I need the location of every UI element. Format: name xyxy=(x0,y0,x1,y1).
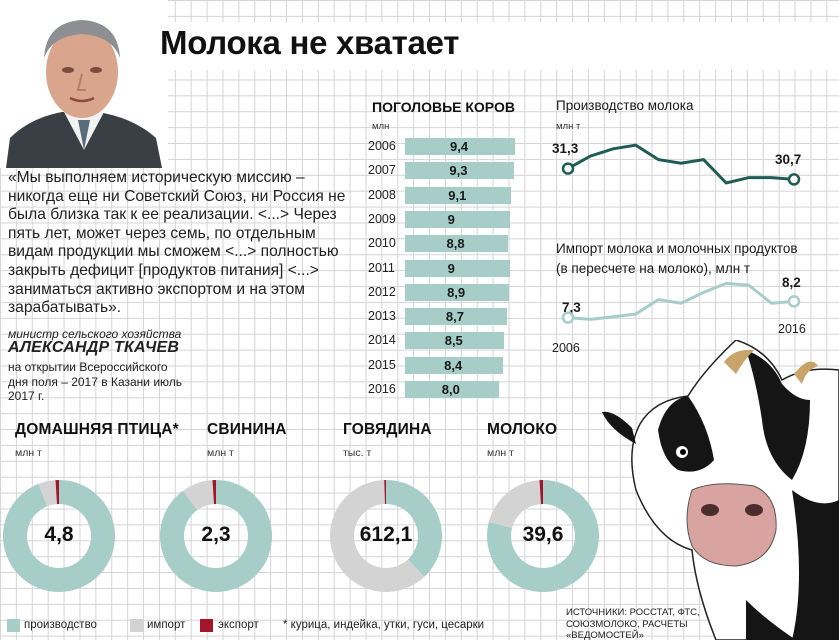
cows-year-label: 2011 xyxy=(368,260,395,275)
milk-production-title: Производство молока xyxy=(556,98,694,113)
donut-unit: тыс. т xyxy=(343,447,372,459)
cows-bar xyxy=(405,186,512,204)
cows-year-label: 2009 xyxy=(368,211,396,226)
donut-production-slice xyxy=(160,480,272,592)
cows-bar-value: 8,0 xyxy=(441,382,460,397)
cows-year-label: 2013 xyxy=(368,309,396,324)
cows-bar xyxy=(405,381,499,398)
donut-export-slice xyxy=(384,480,386,505)
quote-role: министр сельского хозяйства xyxy=(8,327,182,341)
cows-bar-value: 9 xyxy=(447,211,455,227)
donut-export-slice xyxy=(539,480,543,505)
donut-unit: млн т xyxy=(207,447,234,459)
cows-year-label: 2010 xyxy=(368,236,396,251)
milk-import-title-line1: Импорт молока и молочных продуктов xyxy=(556,241,798,256)
cows-chart-unit: млн xyxy=(372,121,390,132)
donut-title: СВИНИНА xyxy=(207,421,287,438)
cows-year-label: 2015 xyxy=(368,357,396,372)
donut-total-value: 39,6 xyxy=(522,523,564,546)
milk-production-line xyxy=(567,143,795,185)
cows-bar-value: 9,4 xyxy=(450,139,469,154)
title-band xyxy=(120,22,839,70)
cows-bar xyxy=(405,283,510,301)
legend-import-swatch xyxy=(130,619,143,632)
legend-export-swatch xyxy=(200,619,213,632)
donut-chart xyxy=(2,480,115,592)
cows-bar-value: 9,3 xyxy=(449,163,468,179)
cows-bar-value: 8,5 xyxy=(444,333,463,349)
cows-bar-value: 8,4 xyxy=(444,357,463,373)
donut-total-value: 2,3 xyxy=(201,523,231,546)
donut-unit: млн т xyxy=(15,447,42,459)
quote-text: «Мы выполняем историческую миссию – нико… xyxy=(8,169,346,317)
donut-production-slice xyxy=(2,480,115,592)
milk-production-endpoint xyxy=(561,162,575,175)
milk-import-title-line2: (в пересчете на молоко), млн т xyxy=(556,261,751,276)
legend-footnote: * курица, индейка, утки, гуси, цесарки xyxy=(283,619,485,631)
milk-import-endpoint xyxy=(561,311,575,324)
cows-year-label: 2012 xyxy=(368,284,396,299)
donut-title: МОЛОКО xyxy=(487,421,558,438)
milk-production-last-label: 30,7 xyxy=(775,152,802,167)
donut-import-slice xyxy=(330,480,425,592)
milk-production-line-chart xyxy=(561,143,801,186)
milk-production-endpoint xyxy=(787,173,801,186)
donut-title: ГОВЯДИНА xyxy=(343,421,432,438)
donut-title: ДОМАШНЯЯ ПТИЦА* xyxy=(15,421,179,438)
legend-export-label: экспорт xyxy=(218,619,259,631)
cows-year-label: 2006 xyxy=(368,139,396,153)
milk-import-endpoint xyxy=(787,295,801,308)
quote-person: АЛЕКСАНДР ТКАЧЕВ xyxy=(8,339,180,356)
donut-import-slice xyxy=(488,480,541,529)
cows-bar xyxy=(405,162,514,180)
donut-import-slice xyxy=(183,480,214,511)
donut-import-slice xyxy=(38,480,57,507)
donut-total-value: 4,8 xyxy=(44,523,74,546)
cows-bar xyxy=(405,332,505,350)
milk-import-last-label: 8,2 xyxy=(782,275,801,290)
cows-year-label: 2016 xyxy=(368,382,396,396)
legend-production-label: производство xyxy=(24,619,97,631)
milk-import-last-year: 2016 xyxy=(778,322,806,336)
donut-export-slice xyxy=(55,480,59,505)
cows-bar xyxy=(405,210,511,228)
cows-bar xyxy=(405,138,515,155)
cows-year-label: 2007 xyxy=(368,163,396,178)
cows-bar-value: 8,7 xyxy=(445,309,464,325)
milk-import-line xyxy=(567,281,795,321)
donut-chart xyxy=(330,480,443,592)
legend-import-label: импорт xyxy=(147,619,186,631)
donut-total-value: 612,1 xyxy=(359,523,413,546)
milk-import-line-chart xyxy=(561,281,801,324)
milk-production-first-label: 31,3 xyxy=(552,141,579,156)
donut-production-slice xyxy=(386,480,443,577)
cows-bar-value: 8,9 xyxy=(447,284,466,300)
page-title: Молока не хватает xyxy=(160,24,460,61)
legend-production-swatch xyxy=(7,619,20,632)
milk-import-first-label: 7,3 xyxy=(562,300,581,315)
donut-chart xyxy=(160,480,272,592)
milk-production-unit: млн т xyxy=(556,121,581,132)
cows-bar-value: 9,1 xyxy=(448,187,467,203)
cows-bar-value: 9 xyxy=(447,260,455,276)
donut-unit: млн т xyxy=(487,447,514,459)
sources-note: ИСТОЧНИКИ: РОССТАТ, ФТС, СОЮЗМОЛОКО, РАС… xyxy=(566,607,700,640)
cow-illustration xyxy=(602,340,839,640)
donut-export-slice xyxy=(212,480,216,505)
quote-context: на открытии Всероссийского дня поля – 20… xyxy=(8,360,183,403)
donut-production-slice xyxy=(487,480,599,592)
donut-chart xyxy=(487,480,599,592)
cows-bar xyxy=(405,308,507,326)
milk-import-first-year: 2006 xyxy=(552,341,580,355)
cows-chart-title: ПОГОЛОВЬЕ КОРОВ xyxy=(372,99,515,115)
cows-bar-value: 8,8 xyxy=(446,236,465,252)
cows-bar xyxy=(405,235,508,253)
cows-year-label: 2008 xyxy=(368,187,396,202)
cows-bar xyxy=(405,356,504,374)
cows-year-label: 2014 xyxy=(368,333,396,348)
cows-bar xyxy=(405,259,511,277)
